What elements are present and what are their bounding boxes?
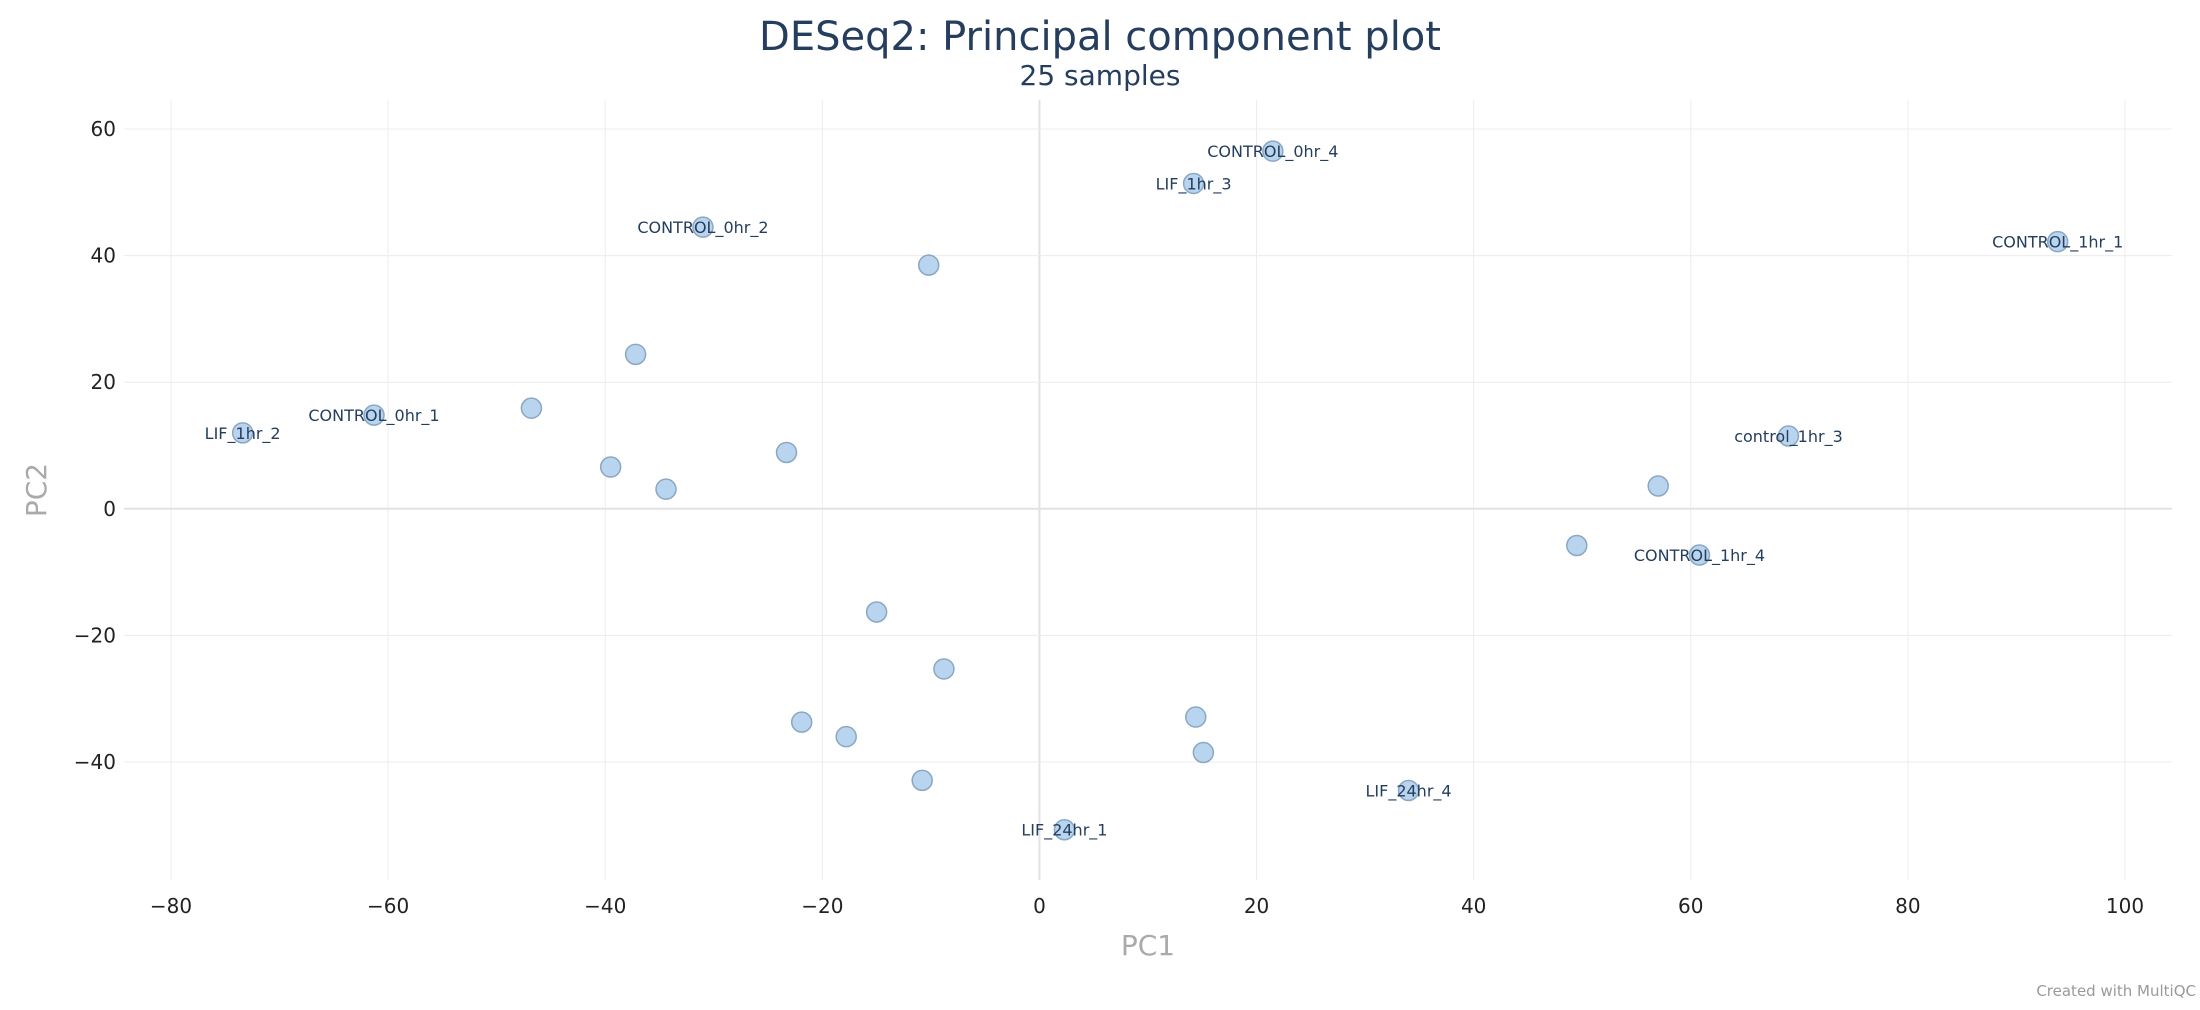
y-tick-label: −20	[74, 623, 116, 647]
data-point[interactable]	[1566, 534, 1588, 557]
point-label: CONTROL_0hr_4	[1207, 142, 1338, 162]
data-point[interactable]	[1397, 779, 1420, 802]
data-point[interactable]	[692, 216, 714, 238]
data-point[interactable]	[933, 658, 955, 680]
x-tick-label: 0	[1033, 894, 1046, 918]
x-tick-label: 20	[1244, 894, 1269, 918]
multiqc-credit: Created with MultiQC	[2036, 982, 2196, 1000]
y-tick-label: −40	[74, 750, 116, 774]
tick-labels: −80 −60 −40 −20 0 20 40 60 80 100 60 40 20 0 −20 −40	[74, 117, 2144, 918]
data-point[interactable]	[363, 404, 385, 426]
y-tick-label: 40	[91, 244, 116, 268]
data-point[interactable]	[2046, 230, 2069, 253]
data-point[interactable]	[520, 397, 543, 419]
y-tick-label: 0	[103, 497, 116, 521]
data-point[interactable]	[835, 725, 857, 748]
point-label: CONTROL_1hr_4	[1634, 546, 1765, 566]
x-tick-label: 40	[1461, 894, 1486, 918]
y-tick-label: 20	[91, 370, 116, 394]
data-point[interactable]	[1777, 425, 1800, 447]
chart-subtitle: 25 samples	[1020, 59, 1181, 92]
data-point[interactable]	[1647, 475, 1669, 497]
grid-layer	[124, 100, 2172, 880]
data-point[interactable]	[1262, 140, 1284, 162]
data-point[interactable]	[917, 254, 940, 276]
data-points	[231, 140, 2069, 841]
data-point[interactable]	[865, 601, 888, 623]
data-point[interactable]	[1185, 706, 1207, 728]
x-tick-label: 80	[1895, 894, 1920, 918]
point-label: control_1hr_3	[1734, 427, 1843, 447]
data-point[interactable]	[231, 422, 254, 444]
x-tick-label: −40	[584, 894, 626, 918]
chart-title: DESeq2: Principal component plot	[759, 14, 1441, 60]
x-tick-label: −20	[801, 894, 843, 918]
x-tick-label: 60	[1678, 894, 1703, 918]
data-point[interactable]	[599, 456, 622, 478]
data-point[interactable]	[790, 711, 813, 733]
point-label: CONTROL_0hr_1	[308, 406, 439, 426]
x-tick-label: −60	[367, 894, 409, 918]
data-point[interactable]	[1688, 544, 1711, 566]
point-label: LIF_24hr_1	[1021, 821, 1107, 841]
point-label: CONTROL_0hr_2	[637, 218, 768, 238]
point-label: LIF_1hr_3	[1156, 174, 1232, 194]
y-axis-title: PC2	[20, 463, 53, 517]
data-point[interactable]	[624, 343, 647, 366]
x-tick-label: 100	[2106, 894, 2144, 918]
data-point[interactable]	[775, 441, 798, 464]
point-label: LIF_24hr_4	[1365, 781, 1451, 801]
point-label: LIF_1hr_2	[205, 424, 281, 444]
data-point[interactable]	[1053, 818, 1076, 841]
data-point[interactable]	[655, 478, 677, 500]
point-labels: CONTROL_0hr_4 LIF_1hr_3 CONTROL_0hr_2 CONTR…	[205, 142, 2124, 841]
data-point[interactable]	[911, 769, 933, 792]
x-axis-title: PC1	[1121, 929, 1175, 962]
point-label: CONTROL_1hr_1	[1992, 233, 2123, 253]
data-point[interactable]	[1182, 172, 1205, 195]
y-tick-label: 60	[91, 117, 116, 141]
x-tick-label: −80	[150, 894, 192, 918]
data-point[interactable]	[1192, 741, 1215, 764]
